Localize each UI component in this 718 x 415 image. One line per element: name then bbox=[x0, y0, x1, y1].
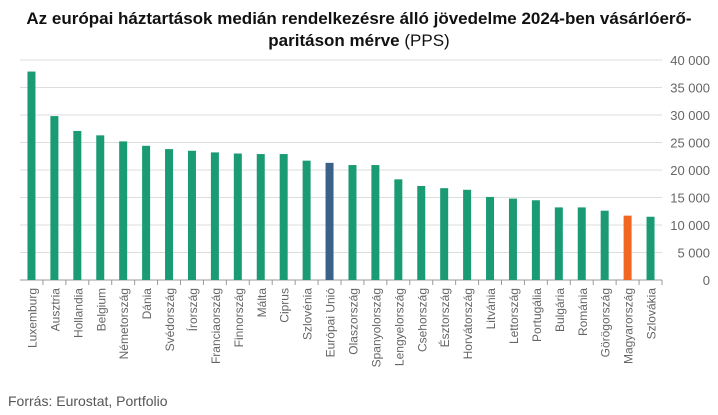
y-tick-label: 0 bbox=[703, 273, 710, 288]
bar bbox=[623, 215, 632, 280]
x-tick-label: Csehország bbox=[415, 288, 429, 352]
bar bbox=[96, 135, 105, 280]
y-tick-label: 5 000 bbox=[677, 246, 710, 261]
bar bbox=[600, 210, 609, 280]
bar bbox=[371, 165, 380, 280]
chart-title-main: Az európai háztartások medián rendelkezé… bbox=[26, 9, 692, 50]
bar bbox=[463, 189, 472, 280]
bar bbox=[210, 152, 219, 280]
bar bbox=[165, 149, 174, 280]
x-tick-label: Lettország bbox=[507, 288, 521, 344]
bar bbox=[50, 116, 59, 280]
bar bbox=[187, 150, 196, 280]
x-tick-label: Észtország bbox=[437, 288, 452, 347]
bar bbox=[394, 179, 403, 280]
x-tick-label: Svédország bbox=[163, 288, 177, 351]
x-tick-label: Ciprus bbox=[278, 288, 292, 323]
bar bbox=[554, 207, 563, 280]
y-tick-label: 20 000 bbox=[670, 163, 710, 178]
x-tick-label: Ausztria bbox=[48, 288, 62, 332]
bar bbox=[302, 160, 311, 280]
x-tick-label: Belgium bbox=[94, 288, 108, 331]
y-tick-label: 40 000 bbox=[670, 53, 710, 68]
bar bbox=[142, 145, 151, 280]
bar bbox=[256, 154, 265, 280]
bar bbox=[508, 198, 517, 280]
y-tick-label: 35 000 bbox=[670, 81, 710, 96]
bar bbox=[486, 196, 495, 280]
y-tick-label: 10 000 bbox=[670, 218, 710, 233]
x-tick-label: Spanyolország bbox=[369, 288, 383, 367]
x-tick-label: Litvánia bbox=[484, 288, 498, 330]
bar bbox=[233, 153, 242, 280]
bar bbox=[348, 165, 357, 280]
x-tick-label: Dánia bbox=[140, 288, 154, 320]
source-note: Forrás: Eurostat, Portfolio bbox=[8, 393, 168, 409]
x-tick-label: Horvátország bbox=[461, 288, 475, 359]
x-tick-label: Olaszország bbox=[346, 288, 360, 355]
x-tick-label: Málta bbox=[255, 288, 269, 318]
bar bbox=[27, 71, 36, 280]
bar bbox=[577, 207, 586, 280]
x-tick-label: Finnország bbox=[232, 288, 246, 347]
bar bbox=[417, 185, 426, 280]
chart-title-suffix: (PPS) bbox=[404, 31, 450, 50]
x-tick-label: Írország bbox=[185, 288, 200, 331]
x-tick-label: Luxemburg bbox=[25, 288, 39, 348]
y-tick-label: 30 000 bbox=[670, 108, 710, 123]
bar bbox=[531, 200, 540, 280]
x-tick-label: Bulgária bbox=[553, 288, 567, 332]
x-tick-label: Németország bbox=[117, 288, 131, 359]
x-tick-label: Hollandia bbox=[71, 288, 85, 338]
x-tick-label: Franciaország bbox=[209, 288, 223, 364]
chart-title: Az európai háztartások medián rendelkezé… bbox=[0, 8, 718, 52]
y-tick-label: 15 000 bbox=[670, 191, 710, 206]
x-tick-label: Lengyelország bbox=[392, 288, 406, 366]
bar bbox=[440, 188, 449, 280]
x-tick-label: Szlovénia bbox=[301, 288, 315, 340]
x-tick-label: Portugália bbox=[530, 288, 544, 342]
x-tick-label: Románia bbox=[576, 288, 590, 336]
x-tick-label: Magyarország bbox=[622, 288, 636, 364]
x-tick-label: Szlovákia bbox=[645, 288, 659, 340]
x-tick-label: Európai Unió bbox=[324, 288, 338, 358]
bar bbox=[73, 130, 82, 280]
bar bbox=[119, 141, 128, 280]
bar bbox=[325, 162, 334, 280]
bar bbox=[279, 154, 288, 280]
bar bbox=[646, 216, 655, 280]
x-tick-label: Görögország bbox=[599, 288, 613, 357]
y-tick-label: 25 000 bbox=[670, 136, 710, 151]
